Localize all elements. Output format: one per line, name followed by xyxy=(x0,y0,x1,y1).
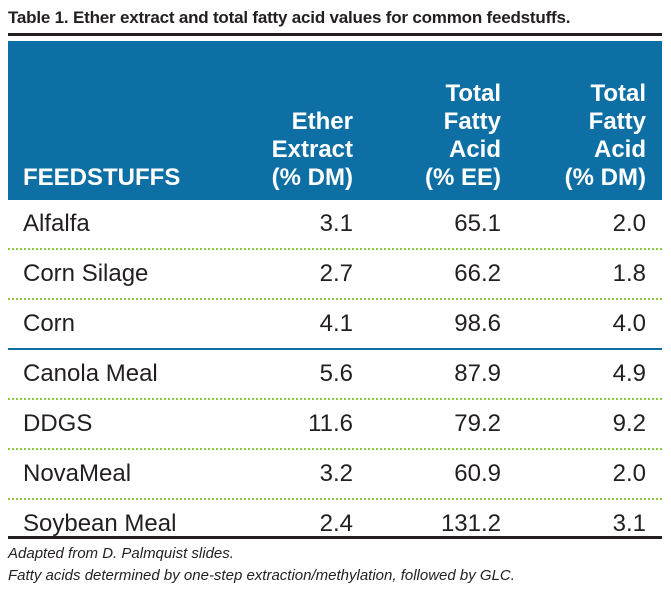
cell-feedstuff: Corn xyxy=(23,310,76,337)
header-feedstuffs: FEEDSTUFFS xyxy=(23,164,180,192)
header-ether-line3: (% DM) xyxy=(271,164,353,191)
bottom-rule xyxy=(8,536,662,539)
header-total-fatty-acid-dm: Total Fatty Acid (% DM) xyxy=(565,80,646,192)
row-separator xyxy=(8,298,662,300)
table-row: Soybean Meal 2.4 131.2 3.1 xyxy=(8,500,662,548)
cell-feedstuff: NovaMeal xyxy=(23,460,132,487)
header-ether-line1: Ether xyxy=(291,108,353,135)
cell-ether-extract: 3.2 xyxy=(319,460,353,487)
cell-tfa-dm: 2.0 xyxy=(612,210,646,237)
cell-feedstuff: Canola Meal xyxy=(23,360,158,387)
row-separator xyxy=(8,398,662,400)
table-row: Alfalfa 3.1 65.1 2.0 xyxy=(8,200,662,248)
source-note: Adapted from D. Palmquist slides. xyxy=(8,545,234,562)
cell-ether-extract: 4.1 xyxy=(319,310,353,337)
header-ether-line2: Extract xyxy=(271,136,353,163)
cell-tfa-ee: 87.9 xyxy=(454,360,501,387)
cell-tfa-ee: 66.2 xyxy=(454,260,501,287)
cell-tfa-dm: 4.9 xyxy=(612,360,646,387)
table-row: DDGS 11.6 79.2 9.2 xyxy=(8,400,662,448)
header-ether-extract: Ether Extract (% DM) xyxy=(272,108,353,192)
cell-tfa-ee: 65.1 xyxy=(454,210,501,237)
method-note: Fatty acids determined by one-step extra… xyxy=(8,567,515,584)
row-separator xyxy=(8,248,662,250)
cell-tfa-dm: 4.0 xyxy=(612,310,646,337)
row-separator xyxy=(8,498,662,500)
row-separator xyxy=(8,348,662,350)
header-feedstuffs-label: FEEDSTUFFS xyxy=(23,164,181,191)
header-tfa-ee-line2: Fatty xyxy=(443,108,501,135)
cell-tfa-dm: 1.8 xyxy=(612,260,646,287)
header-tfa-ee-line4: (% EE) xyxy=(424,164,501,191)
table-row: Corn Silage 2.7 66.2 1.8 xyxy=(8,250,662,298)
cell-ether-extract: 11.6 xyxy=(308,410,353,437)
cell-tfa-dm: 3.1 xyxy=(612,510,646,537)
cell-tfa-ee: 79.2 xyxy=(454,410,501,437)
cell-ether-extract: 2.7 xyxy=(319,260,353,287)
row-separator xyxy=(8,448,662,450)
header-tfa-dm-line3: Acid xyxy=(593,136,646,163)
table-row: Canola Meal 5.6 87.9 4.9 xyxy=(8,350,662,398)
header-tfa-ee-line1: Total xyxy=(445,80,501,107)
cell-tfa-dm: 2.0 xyxy=(612,460,646,487)
cell-ether-extract: 3.1 xyxy=(319,210,353,237)
table-row: NovaMeal 3.2 60.9 2.0 xyxy=(8,450,662,498)
cell-tfa-ee: 131.2 xyxy=(440,510,501,537)
top-rule xyxy=(8,33,662,36)
cell-tfa-ee: 60.9 xyxy=(454,460,501,487)
cell-feedstuff: DDGS xyxy=(23,410,93,437)
table-row: Corn 4.1 98.6 4.0 xyxy=(8,300,662,348)
header-tfa-ee-line3: Acid xyxy=(448,136,501,163)
cell-feedstuff: Soybean Meal xyxy=(23,510,177,537)
cell-ether-extract: 2.4 xyxy=(319,510,353,537)
header-tfa-dm-line2: Fatty xyxy=(588,108,646,135)
cell-feedstuff: Alfalfa xyxy=(23,210,90,237)
cell-ether-extract: 5.6 xyxy=(319,360,353,387)
cell-tfa-ee: 98.6 xyxy=(454,310,501,337)
table-header: FEEDSTUFFS Ether Extract (% DM) Total Fa… xyxy=(8,41,662,200)
table-body: Alfalfa 3.1 65.1 2.0 Corn Silage 2.7 66.… xyxy=(8,200,662,548)
cell-feedstuff: Corn Silage xyxy=(23,260,149,287)
cell-tfa-dm: 9.2 xyxy=(612,410,646,437)
header-tfa-dm-line4: (% DM) xyxy=(564,164,646,191)
header-tfa-dm-line1: Total xyxy=(590,80,646,107)
header-total-fatty-acid-ee: Total Fatty Acid (% EE) xyxy=(425,80,501,192)
table-caption: Table 1. Ether extract and total fatty a… xyxy=(8,8,571,27)
